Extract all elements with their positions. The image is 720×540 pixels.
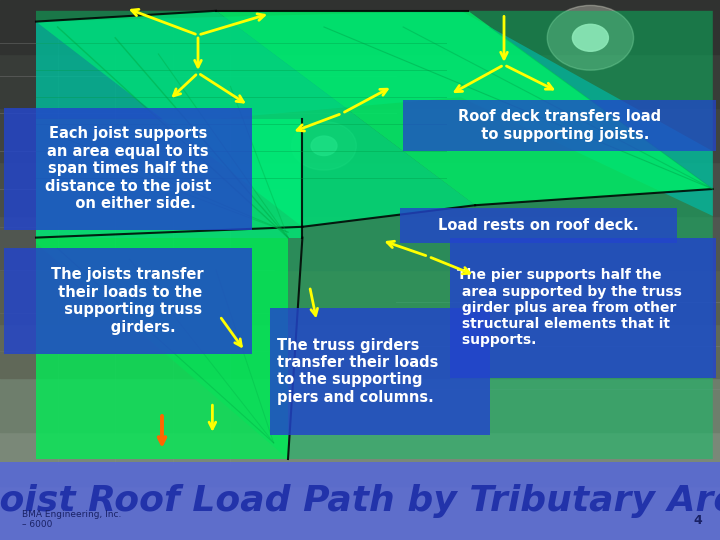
Polygon shape <box>36 11 475 227</box>
Polygon shape <box>216 11 713 205</box>
Circle shape <box>572 24 608 51</box>
FancyBboxPatch shape <box>270 308 490 435</box>
Bar <box>0 54 720 108</box>
Polygon shape <box>36 119 302 238</box>
FancyBboxPatch shape <box>4 108 252 230</box>
Bar <box>0 486 720 540</box>
Bar <box>0 108 720 162</box>
FancyBboxPatch shape <box>4 248 252 354</box>
Text: Each joist supports
an area equal to its
span times half the
distance to the joi: Each joist supports an area equal to its… <box>45 126 211 211</box>
Text: The truss girders
transfer their loads
to the supporting
piers and columns.: The truss girders transfer their loads t… <box>277 338 438 405</box>
Text: Load rests on roof deck.: Load rests on roof deck. <box>438 218 639 233</box>
FancyBboxPatch shape <box>400 208 677 243</box>
FancyBboxPatch shape <box>403 100 716 151</box>
Bar <box>0 378 720 432</box>
Bar <box>0 432 720 486</box>
Bar <box>0 324 720 378</box>
Bar <box>0 270 720 324</box>
Bar <box>0 162 720 216</box>
Bar <box>0 216 720 270</box>
Text: The pier supports half the
 area supported by the truss
 girder plus area from o: The pier supports half the area supporte… <box>457 268 682 347</box>
Polygon shape <box>36 11 713 459</box>
Circle shape <box>547 5 634 70</box>
Text: Joist Roof Load Path by Tributary Area: Joist Roof Load Path by Tributary Area <box>0 484 720 518</box>
Bar <box>0 462 720 540</box>
Text: 4: 4 <box>693 514 702 526</box>
Text: The joists transfer
 their loads to the
  supporting truss
      girders.: The joists transfer their loads to the s… <box>52 267 204 335</box>
FancyBboxPatch shape <box>450 238 716 378</box>
Bar <box>0 0 720 54</box>
Polygon shape <box>36 238 288 459</box>
Text: Roof deck transfers load
  to supporting joists.: Roof deck transfers load to supporting j… <box>458 109 662 141</box>
Polygon shape <box>36 11 713 216</box>
Circle shape <box>292 122 356 170</box>
Circle shape <box>311 136 337 156</box>
Text: BMA Engineering, Inc.
– 6000: BMA Engineering, Inc. – 6000 <box>22 510 121 529</box>
